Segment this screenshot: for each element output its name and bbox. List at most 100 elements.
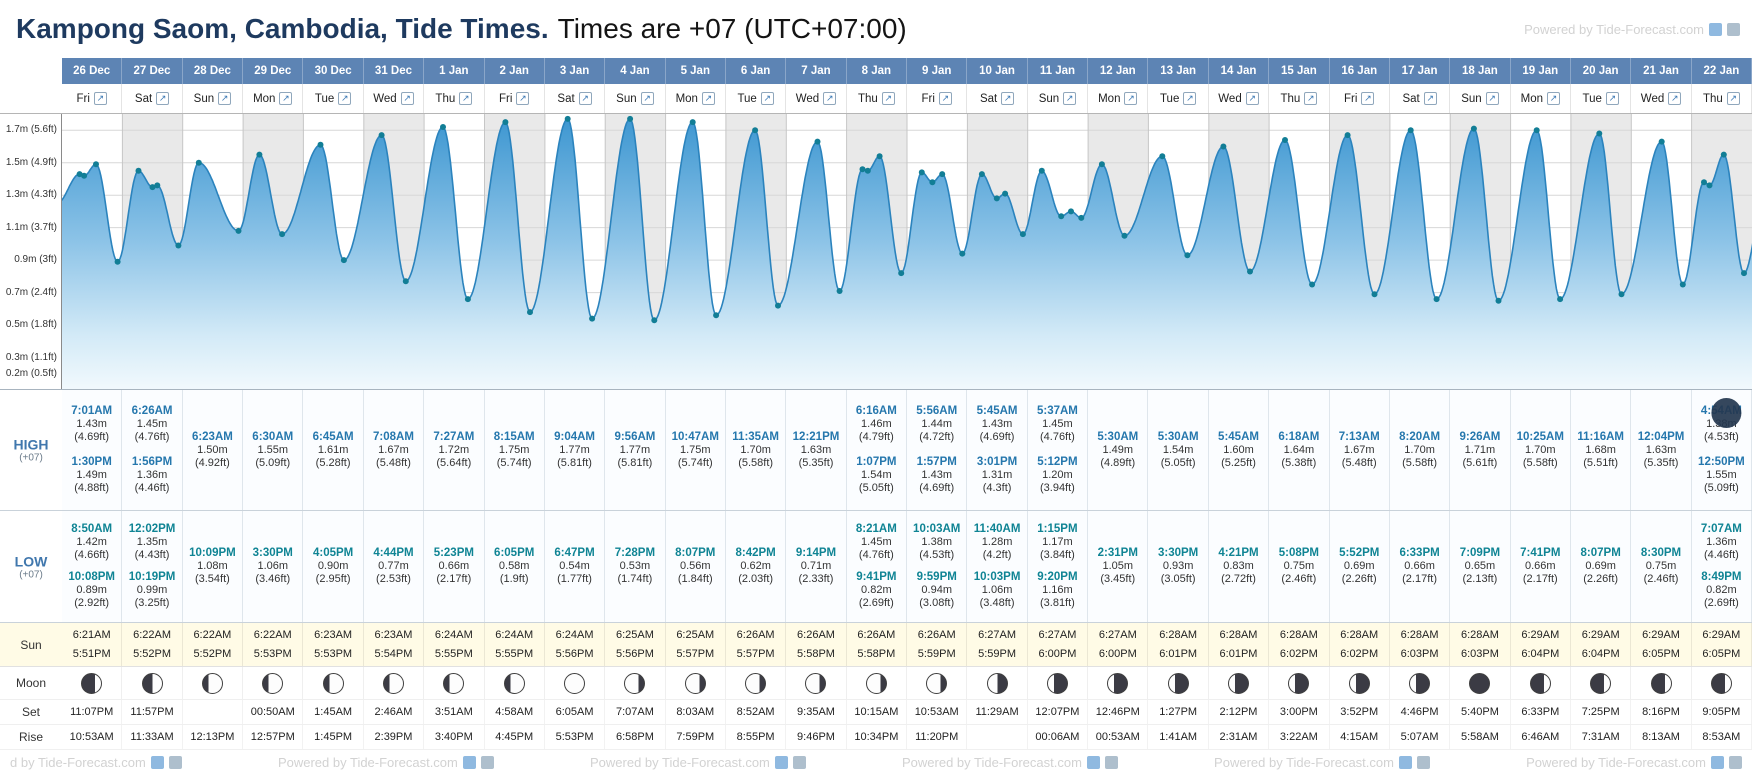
day-cell[interactable]: Fri ↗ (62, 84, 123, 113)
tide-high-cell: 9:56AM 1.77m (5.81ft) (605, 390, 666, 510)
share-icon[interactable] (792, 756, 806, 769)
day-label: Mon (1520, 92, 1543, 105)
sunset-time: 5:56PM (555, 647, 594, 660)
tide-height-m: 1.72m (438, 443, 470, 456)
external-link-icon[interactable]: ↗ (400, 92, 414, 105)
share-icon[interactable] (480, 756, 494, 769)
external-link-icon[interactable]: ↗ (156, 92, 170, 105)
external-link-icon[interactable]: ↗ (1001, 92, 1015, 105)
sun-cell: 6:28AM 6:01PM (1209, 623, 1270, 666)
sunrise-time: 6:28AM (1219, 629, 1258, 642)
external-link-icon[interactable]: ↗ (881, 92, 895, 105)
tide-event: 8:42PM 0.62m (2.03ft) (735, 547, 775, 586)
external-link-icon[interactable]: ↗ (279, 92, 293, 105)
tide-height-ft: (2.69ft) (858, 597, 894, 610)
day-cell[interactable]: Thu ↗ (847, 84, 908, 113)
moon-cell (1028, 667, 1089, 699)
tide-time: 3:30PM (252, 547, 293, 559)
external-link-icon[interactable]: ↗ (1546, 92, 1560, 105)
day-cell[interactable]: Sat ↗ (1390, 84, 1451, 113)
external-link-icon[interactable]: ↗ (1063, 92, 1077, 105)
tide-height-m: 0.94m (921, 584, 952, 597)
external-link-icon[interactable]: ↗ (1183, 92, 1197, 105)
day-cell[interactable]: Tue ↗ (1148, 84, 1209, 113)
share-icon[interactable] (1709, 23, 1722, 36)
external-link-icon[interactable]: ↗ (218, 92, 232, 105)
day-cell[interactable]: Sun ↗ (1450, 84, 1511, 113)
sun-cell: 6:29AM 6:04PM (1511, 623, 1571, 666)
external-link-icon[interactable]: ↗ (823, 92, 837, 105)
share-icon[interactable] (1710, 756, 1724, 769)
moonset-time: 1:45AM (303, 700, 364, 724)
external-link-icon[interactable]: ↗ (338, 92, 352, 105)
share-icon[interactable] (1086, 756, 1100, 769)
day-cell[interactable]: Tue ↗ (1571, 84, 1632, 113)
day-cell[interactable]: Sat ↗ (122, 84, 183, 113)
day-cell[interactable]: Wed ↗ (1631, 84, 1692, 113)
day-cell[interactable]: Fri ↗ (485, 84, 545, 113)
day-cell[interactable]: Wed ↗ (364, 84, 425, 113)
day-cell[interactable]: Sat ↗ (967, 84, 1028, 113)
share-icon[interactable] (1728, 756, 1742, 769)
external-link-icon[interactable]: ↗ (1605, 92, 1619, 105)
moonset-time: 11:29AM (967, 700, 1028, 724)
day-cell[interactable]: Mon ↗ (1088, 84, 1149, 113)
tide-event: 7:41PM 0.66m (2.17ft) (1520, 547, 1560, 586)
sun-cell: 6:29AM 6:04PM (1571, 623, 1632, 666)
external-link-icon[interactable]: ↗ (516, 92, 530, 105)
sun-cell: 6:28AM 6:02PM (1330, 623, 1390, 666)
share-icon[interactable] (168, 756, 182, 769)
external-link-icon[interactable]: ↗ (640, 92, 654, 105)
share-icon[interactable] (1727, 23, 1740, 36)
external-link-icon[interactable]: ↗ (1361, 92, 1375, 105)
day-cell[interactable]: Sun ↗ (183, 84, 244, 113)
day-cell[interactable]: Thu ↗ (1269, 84, 1330, 113)
day-cell[interactable]: Wed ↗ (1209, 84, 1270, 113)
sun-cell: 6:22AM 5:52PM (122, 623, 183, 666)
share-icon[interactable] (150, 756, 164, 769)
external-link-icon[interactable]: ↗ (760, 92, 774, 105)
external-link-icon[interactable]: ↗ (701, 92, 715, 105)
external-link-icon[interactable]: ↗ (1668, 92, 1682, 105)
weekday-row: Fri ↗ Sat ↗ Sun ↗ Mon ↗ Tue ↗ Wed ↗ Thu ↗ Fri ↗ Sat ↗ Sun ↗… (0, 84, 1752, 114)
tide-time: 4:54AM (1700, 404, 1742, 417)
external-link-icon[interactable]: ↗ (1485, 92, 1499, 105)
tide-time: 1:15PM (1037, 522, 1078, 535)
day-cell[interactable]: Mon ↗ (243, 84, 304, 113)
tide-height-ft: (3.54ft) (194, 573, 230, 585)
date-cell: 28 Dec (183, 58, 244, 84)
external-link-icon[interactable]: ↗ (1304, 92, 1318, 105)
day-cell[interactable]: Wed ↗ (786, 84, 847, 113)
day-cell[interactable]: Fri ↗ (907, 84, 968, 113)
share-icon[interactable] (1398, 756, 1412, 769)
external-link-icon[interactable]: ↗ (938, 92, 952, 105)
day-cell[interactable]: Sat ↗ (545, 84, 606, 113)
day-cell[interactable]: Sun ↗ (605, 84, 666, 113)
share-icon[interactable] (774, 756, 788, 769)
share-icon[interactable] (1104, 756, 1118, 769)
share-icon[interactable] (1416, 756, 1430, 769)
day-cell[interactable]: Fri ↗ (1330, 84, 1390, 113)
day-cell[interactable]: Sun ↗ (1028, 84, 1089, 113)
external-link-icon[interactable]: ↗ (459, 92, 473, 105)
share-icon[interactable] (462, 756, 476, 769)
tide-height-ft: (2.13ft) (1462, 573, 1498, 585)
day-cell[interactable]: Thu ↗ (424, 84, 485, 113)
tide-height-ft: (3.05ft) (1160, 573, 1196, 585)
external-link-icon[interactable]: ↗ (1726, 92, 1740, 105)
day-cell[interactable]: Mon ↗ (1511, 84, 1571, 113)
external-link-icon[interactable]: ↗ (1423, 92, 1437, 105)
tide-low-cell: 3:30PM 1.06m (3.46ft) (243, 511, 304, 622)
external-link-icon[interactable]: ↗ (578, 92, 592, 105)
day-cell[interactable]: Tue ↗ (303, 84, 364, 113)
day-cell[interactable]: Tue ↗ (726, 84, 787, 113)
tide-chart (62, 114, 1752, 389)
day-cell[interactable]: Thu ↗ (1692, 84, 1752, 113)
moonrise-time: 5:53PM (545, 725, 606, 749)
tide-high-cell: 5:56AM 1.44m (4.72ft) 1:57PM 1.43m (4.69ft) (907, 390, 968, 510)
external-link-icon[interactable]: ↗ (1124, 92, 1138, 105)
external-link-icon[interactable]: ↗ (93, 92, 107, 105)
external-link-icon[interactable]: ↗ (1245, 92, 1259, 105)
tide-height-ft: (5.05ft) (1160, 456, 1196, 469)
day-cell[interactable]: Mon ↗ (666, 84, 726, 113)
